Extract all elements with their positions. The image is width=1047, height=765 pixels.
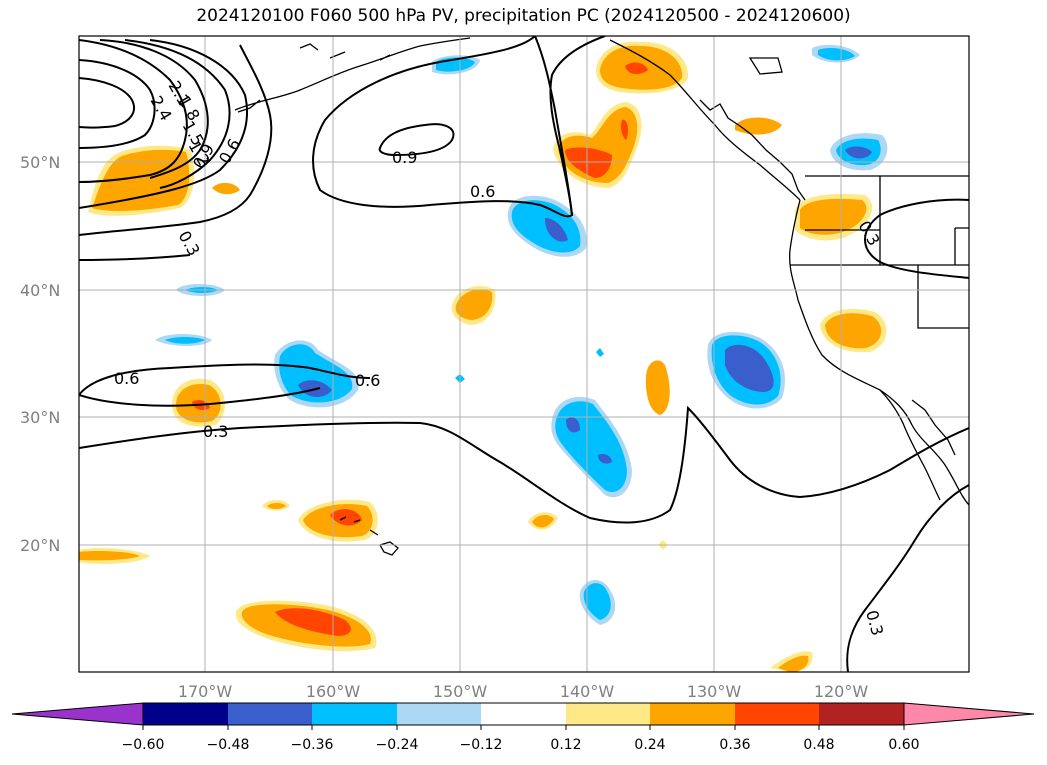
map-title: 2024120100 F060 500 hPa PV, precipitatio… xyxy=(196,6,851,26)
map-frame xyxy=(78,35,970,673)
colorbar-segment xyxy=(397,703,481,725)
precip-blob-positive xyxy=(79,551,140,561)
pv-contour xyxy=(79,77,135,129)
precip-blob-positive xyxy=(267,503,286,509)
contour-label: 0.3 xyxy=(862,608,887,638)
lat-label: 20°N xyxy=(20,536,60,555)
lat-label: 40°N xyxy=(20,281,60,300)
pv-contour-0.3 xyxy=(79,405,969,524)
lon-label: 150°W xyxy=(433,682,488,701)
precip-blob-negative xyxy=(596,348,604,357)
baja-peninsula xyxy=(879,389,956,501)
colorbar-segment xyxy=(143,703,228,725)
lon-label: 170°W xyxy=(178,682,233,701)
pv-contour xyxy=(124,39,231,189)
contour-label: 0.6 xyxy=(470,182,495,201)
precip-blob-negative xyxy=(279,344,353,403)
bc-coast xyxy=(699,99,806,201)
precip-blob-negative xyxy=(165,337,205,344)
lon-label: 160°W xyxy=(306,682,361,701)
colorbar-tick-label: 0.48 xyxy=(803,737,834,753)
contour-label: 0.9 xyxy=(392,148,417,167)
colorbar-tick-label: −0.36 xyxy=(291,737,334,753)
alaska-southeast xyxy=(609,39,801,201)
lat-label: 50°N xyxy=(20,153,60,172)
pv-contour xyxy=(79,39,188,183)
colorbar-segment xyxy=(819,703,904,725)
precip-blob-positive xyxy=(212,182,240,195)
pv-contour xyxy=(99,39,209,179)
precip-blob-positive xyxy=(565,147,612,178)
pv-contour-0.3 xyxy=(864,198,969,279)
colorbar-tick-label: 0.60 xyxy=(888,737,919,753)
coastlines xyxy=(234,37,969,556)
lon-label: 130°W xyxy=(687,682,742,701)
state-borders xyxy=(790,176,969,329)
pv-contour xyxy=(79,254,191,261)
pv-contour-0.9 xyxy=(378,123,455,157)
precip-blob-negative xyxy=(845,146,872,159)
precip-blob-positive xyxy=(275,608,351,636)
pv-contour xyxy=(79,59,156,149)
colorbar-tick-label: −0.60 xyxy=(122,737,165,753)
colorbar-segment xyxy=(228,703,312,725)
precip-blob-negative xyxy=(545,218,568,242)
alaska-coast xyxy=(234,37,471,113)
precip-blob-positive xyxy=(455,289,493,320)
colorbar-segment xyxy=(650,703,735,725)
pv-contour-0.3 xyxy=(846,484,969,672)
precip-blob-positive xyxy=(532,515,554,528)
contour-label: 0.3 xyxy=(203,422,228,441)
colorbar-segment xyxy=(312,703,397,725)
colorbar-tick-label: −0.12 xyxy=(460,737,503,753)
contour-label: 0.6 xyxy=(114,369,139,388)
lat-label: 30°N xyxy=(20,408,60,427)
precip-blob-negative xyxy=(598,453,612,464)
colorbar-tick-label: −0.48 xyxy=(207,737,250,753)
colorbar-tick-label: 0.24 xyxy=(634,737,665,753)
hawaii-islands xyxy=(339,516,399,556)
pv-contour xyxy=(79,44,273,236)
pv-contour-0.6 xyxy=(312,36,574,218)
precip-blob-positive xyxy=(735,117,782,135)
pv-contours xyxy=(79,36,969,672)
precipitation-shading xyxy=(79,41,888,672)
lon-label: 120°W xyxy=(814,682,869,701)
precip-blob-positive xyxy=(800,198,867,235)
lon-label: 140°W xyxy=(560,682,615,701)
pv-contour-0.6 xyxy=(79,363,371,407)
colorbar: −0.60 −0.48 −0.36 −0.24 −0.12 0.12 0.24 … xyxy=(11,702,1035,753)
pv-contour-0.6 xyxy=(549,36,606,216)
precip-blob-positive xyxy=(625,62,648,75)
longitude-labels: 170°W 160°W 150°W 140°W 130°W 120°W xyxy=(178,682,869,701)
west-coast-us xyxy=(788,199,969,506)
colorbar-tick-label: 0.36 xyxy=(719,737,750,753)
precip-blob-positive xyxy=(825,313,882,349)
colorbar-tick-label: 0.12 xyxy=(550,737,581,753)
colorbar-segment xyxy=(566,703,650,725)
pv-contour xyxy=(79,39,249,209)
precip-blob-positive xyxy=(92,149,190,212)
lake-outline xyxy=(748,57,783,75)
colorbar-extend-high xyxy=(903,702,1035,726)
precip-blob-positive xyxy=(645,360,670,415)
precip-blob-negative xyxy=(725,344,774,392)
graticule xyxy=(79,36,969,672)
precip-blob-negative xyxy=(818,48,855,61)
contour-label: 0.3 xyxy=(175,228,204,260)
precip-blob-positive xyxy=(778,655,809,672)
colorbar-segment xyxy=(481,703,566,725)
contour-label: 0.6 xyxy=(355,371,380,390)
precip-blob-negative xyxy=(583,583,611,620)
latitude-labels: 50°N 40°N 30°N 20°N xyxy=(20,153,60,555)
colorbar-extend-low xyxy=(11,702,144,726)
colorbar-segment xyxy=(735,703,819,725)
colorbar-tick-label: −0.24 xyxy=(376,737,419,753)
precip-blob-negative xyxy=(566,417,580,433)
precip-blob-positive xyxy=(621,119,629,140)
